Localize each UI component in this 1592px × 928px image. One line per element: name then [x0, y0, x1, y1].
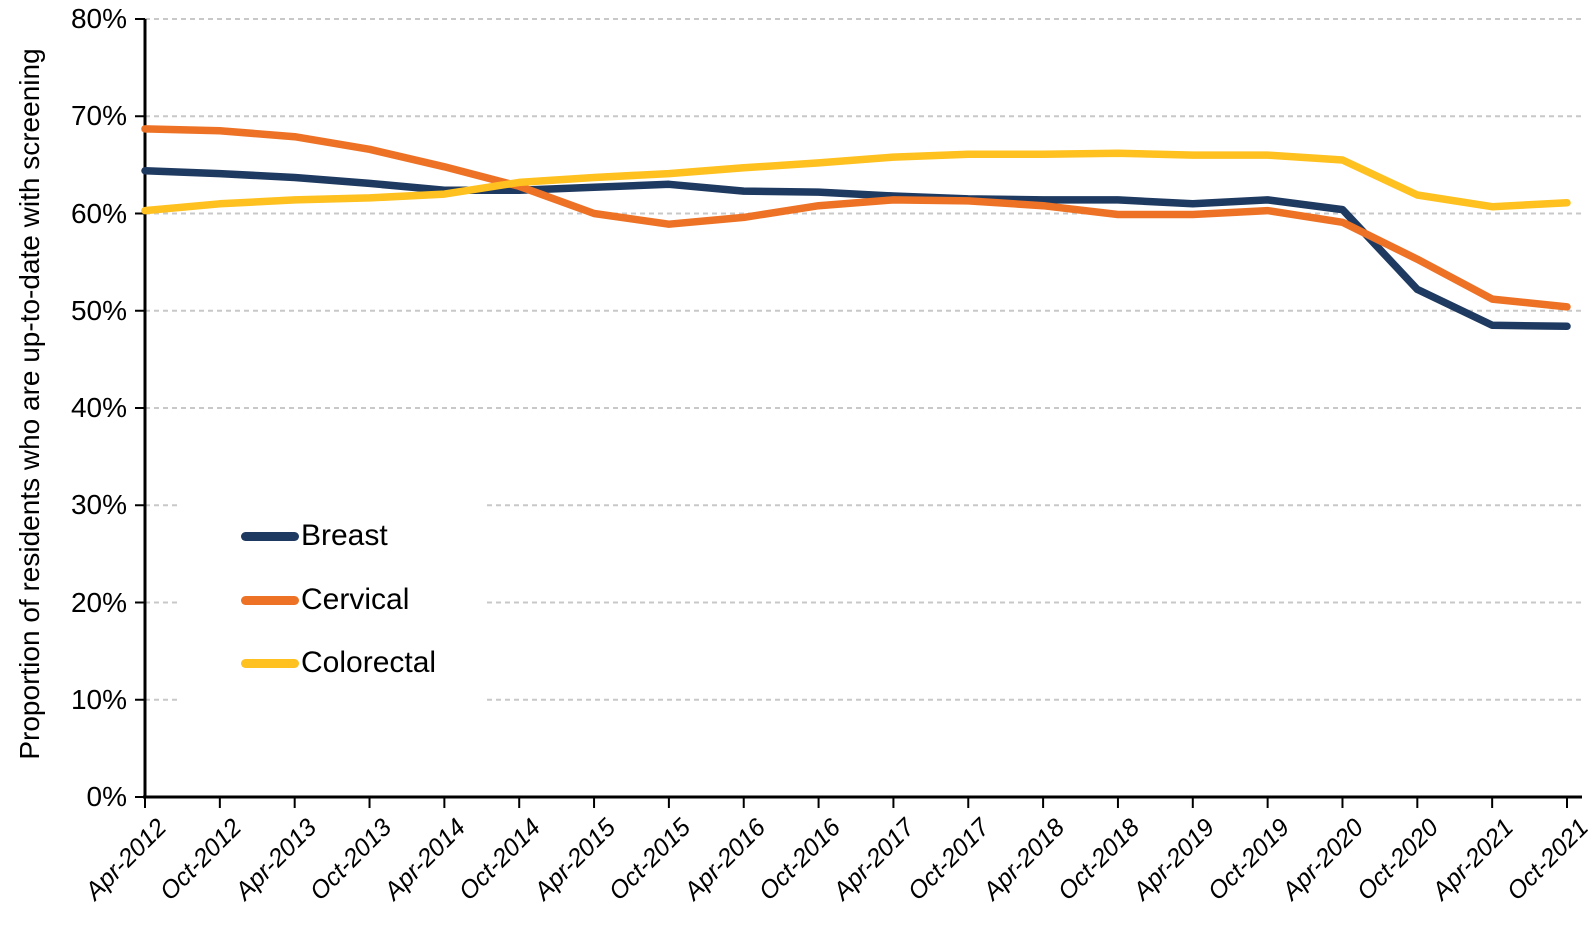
legend-label-colorectal: Colorectal [301, 646, 437, 679]
series-line-breast [141, 166, 1571, 331]
legend-item-breast: Breast [241, 519, 388, 553]
legend-swatch-colorectal [241, 658, 299, 668]
y-tick-label: 50% [70, 294, 127, 326]
y-tick-label: 10% [70, 683, 127, 715]
y-tick-label: 80% [70, 3, 127, 34]
series-line-cervical [141, 125, 1571, 311]
y-tick-label: 70% [70, 100, 127, 132]
legend-label-cervical: Cervical [301, 583, 410, 616]
series-line-colorectal [141, 149, 1571, 215]
y-tick-label: 40% [70, 392, 127, 423]
legend-item-cervical: Cervical [241, 583, 409, 617]
legend-label-breast: Breast [301, 519, 388, 552]
y-tick-label: 30% [70, 489, 127, 521]
y-tick-label: 60% [70, 197, 127, 229]
legend-background [180, 492, 483, 712]
legend-swatch-cervical [241, 595, 299, 605]
y-tick-label: 0% [86, 781, 127, 812]
y-tick-label: 20% [70, 586, 127, 618]
legend-item-colorectal: Colorectal [241, 646, 436, 680]
legend-swatch-breast [241, 531, 299, 541]
